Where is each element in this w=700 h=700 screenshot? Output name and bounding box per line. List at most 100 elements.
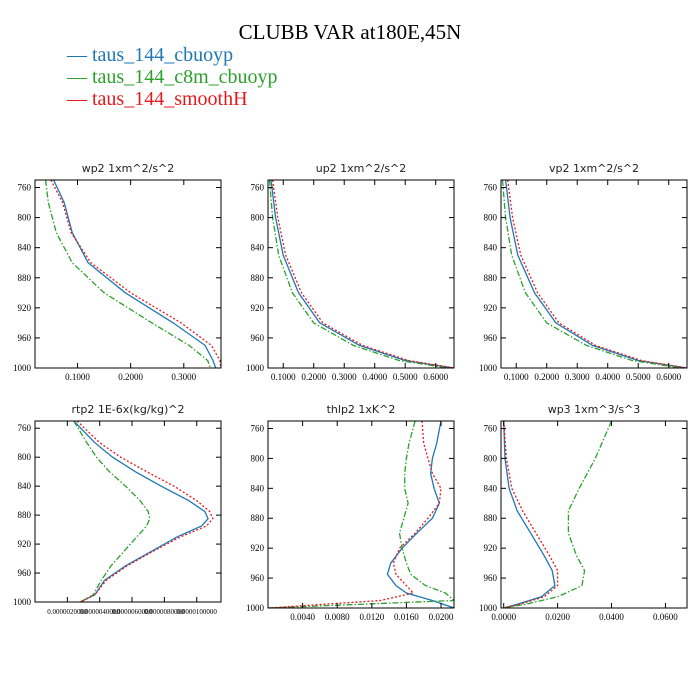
x-tick-label: 0.2000 xyxy=(301,372,326,382)
series-line-c8m-cbuoyp xyxy=(73,421,151,602)
x-tick-label: 0.1000 xyxy=(504,372,529,382)
y-tick-label: 800 xyxy=(18,213,32,223)
y-tick-label: 960 xyxy=(484,573,498,583)
y-tick-label: 1000 xyxy=(13,597,32,607)
y-tick-label: 1000 xyxy=(246,603,265,613)
y-tick-label: 880 xyxy=(484,273,498,283)
plot-frame xyxy=(34,420,222,603)
panel-title: wp2 1xm^2/s^2 xyxy=(82,162,175,175)
x-tick-label: 0.0000020000 xyxy=(47,608,88,616)
panel-title: thlp2 1xK^2 xyxy=(327,403,396,416)
y-tick-label: 920 xyxy=(251,543,265,553)
legend-swatch-cbuoyp: — xyxy=(67,44,87,66)
x-tick-label: 0.2000 xyxy=(118,372,143,382)
y-tick-label: 960 xyxy=(251,573,265,583)
series-line-cbuoyp xyxy=(503,421,556,608)
y-tick-label: 760 xyxy=(251,423,265,433)
y-tick-label: 1000 xyxy=(13,363,32,373)
x-tick-label: 0.0400 xyxy=(599,612,624,622)
series-line-smoothh xyxy=(268,421,442,608)
plot-frame xyxy=(34,179,222,369)
legend-entry-smoothh: — taus_144_smoothH xyxy=(67,88,248,110)
y-tick-label: 920 xyxy=(484,543,498,553)
panel-3: vp2 1xm^2/s^2 760 800 840 880 920 960 1000 0.100… xyxy=(479,162,688,382)
panel-title: vp2 1xm^2/s^2 xyxy=(549,162,639,175)
x-tick-label: 0.0000100000 xyxy=(177,608,218,616)
series-line-cbuoyp xyxy=(386,421,454,608)
x-tick-label: 0.3000 xyxy=(565,372,590,382)
legend-label-smoothh: taus_144_smoothH xyxy=(92,88,248,110)
y-tick-label: 880 xyxy=(484,513,498,523)
x-tick-label: 0.0120 xyxy=(359,612,384,622)
y-tick-label: 760 xyxy=(251,183,265,193)
x-tick-label: 0.0600 xyxy=(653,612,678,622)
x-tick-label: 0.4000 xyxy=(362,372,387,382)
x-tick-label: 0.0200 xyxy=(429,612,454,622)
y-tick-label: 960 xyxy=(251,333,265,343)
y-tick-label: 880 xyxy=(18,510,32,520)
plot-frame xyxy=(267,420,455,609)
y-tick-label: 920 xyxy=(18,539,32,549)
y-tick-label: 880 xyxy=(18,273,32,283)
x-tick-label: 0.6000 xyxy=(656,372,681,382)
x-tick-label: 0.2000 xyxy=(534,372,559,382)
x-tick-label: 0.0000040000 xyxy=(80,608,121,616)
y-tick-label: 760 xyxy=(484,423,498,433)
y-tick-label: 840 xyxy=(251,243,265,253)
panel-2: up2 1xm^2/s^2 760 800 840 880 920 960 1000 0.100… xyxy=(246,162,455,382)
y-tick-label: 960 xyxy=(484,333,498,343)
plot-frame xyxy=(500,179,688,369)
series-line-smoothh xyxy=(50,180,221,368)
legend-swatch-smoothh: — xyxy=(67,88,87,110)
legend-entry-c8m-cbuoyp: — taus_144_c8m_cbuoyp xyxy=(67,66,278,88)
series-line-c8m-cbuoyp xyxy=(501,180,681,368)
x-tick-label: 0.3000 xyxy=(332,372,357,382)
y-tick-label: 960 xyxy=(18,568,32,578)
y-tick-label: 1000 xyxy=(479,363,498,373)
x-tick-label: 0.5000 xyxy=(393,372,418,382)
x-tick-label: 0.1000 xyxy=(271,372,296,382)
x-tick-label: 0.0200 xyxy=(545,612,570,622)
series-line-c8m-cbuoyp xyxy=(503,421,613,608)
figure-title: CLUBB VAR at180E,45N xyxy=(238,20,462,44)
x-tick-label: 0.1000 xyxy=(65,372,90,382)
series-line-smoothh xyxy=(76,421,214,602)
plot-frame xyxy=(267,179,455,369)
series-line-c8m-cbuoyp xyxy=(268,180,448,368)
panel-5: thlp2 1xK^2 760 800 840 880 920 960 1000 0.0040 0… xyxy=(246,403,455,622)
series-line-cbuoyp xyxy=(504,180,687,368)
y-tick-label: 800 xyxy=(484,453,498,463)
y-tick-label: 800 xyxy=(18,452,32,462)
legend-entry-cbuoyp: — taus_144_cbuoyp xyxy=(67,44,233,66)
x-tick-label: 0.6000 xyxy=(423,372,448,382)
legend-swatch-c8m-cbuoyp: — xyxy=(67,66,87,88)
panel-6: wp3 1xm^3/s^3 760 800 840 880 920 960 10000.000… xyxy=(479,403,688,622)
x-tick-label: 0.3000 xyxy=(171,372,196,382)
series-line-cbuoyp xyxy=(73,421,209,602)
series-line-smoothh xyxy=(507,180,687,368)
y-tick-label: 920 xyxy=(251,303,265,313)
series-line-cbuoyp xyxy=(53,180,217,368)
y-tick-label: 1000 xyxy=(246,363,265,373)
series-line-c8m-cbuoyp xyxy=(268,421,454,608)
y-tick-label: 880 xyxy=(251,273,265,283)
plot-frame xyxy=(500,420,688,609)
panel-1: wp2 1xm^2/s^2 760 800 840 880 920 960 1000 0.100… xyxy=(13,162,222,382)
y-tick-label: 920 xyxy=(18,303,32,313)
x-tick-label: 0.0080 xyxy=(325,612,350,622)
legend-label-c8m-cbuoyp: taus_144_c8m_cbuoyp xyxy=(92,66,278,88)
y-tick-label: 920 xyxy=(484,303,498,313)
series-line-smoothh xyxy=(503,421,559,608)
panel-4: rtp2 1E-6x(kg/kg)^2 760 800 840 880 920 960 100… xyxy=(13,403,222,616)
legend-label-cbuoyp: taus_144_cbuoyp xyxy=(92,44,234,66)
y-tick-label: 760 xyxy=(484,183,498,193)
y-tick-label: 760 xyxy=(18,183,32,193)
x-tick-label: 0.0000060000 xyxy=(112,608,153,616)
series-line-cbuoyp xyxy=(270,180,454,368)
y-tick-label: 800 xyxy=(484,213,498,223)
x-tick-label: 0.0160 xyxy=(394,612,419,622)
y-tick-label: 840 xyxy=(484,243,498,253)
y-tick-label: 840 xyxy=(484,483,498,493)
y-tick-label: 800 xyxy=(251,453,265,463)
y-tick-label: 840 xyxy=(18,243,32,253)
